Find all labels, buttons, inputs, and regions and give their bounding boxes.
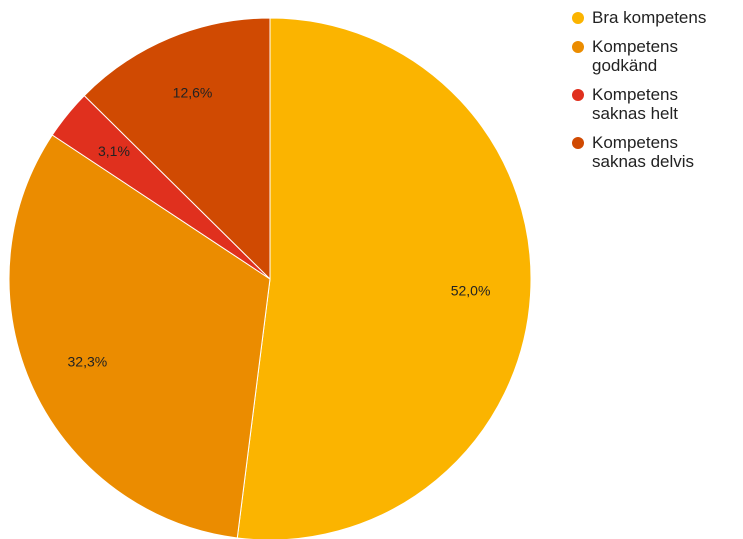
legend-label: Kompetens saknas delvis bbox=[592, 133, 695, 171]
legend-item: Bra kompetens bbox=[572, 8, 712, 27]
legend-swatch bbox=[572, 12, 584, 24]
legend-swatch bbox=[572, 89, 584, 101]
slice-label: 12,6% bbox=[173, 84, 213, 100]
legend-swatch bbox=[572, 137, 584, 149]
legend-item: Kompetens saknas helt bbox=[572, 85, 712, 123]
pie-slice bbox=[236, 17, 532, 539]
pie-slice bbox=[8, 134, 271, 539]
slice-label: 32,3% bbox=[68, 354, 108, 370]
legend-label: Bra kompetens bbox=[592, 8, 707, 27]
slice-label: 52,0% bbox=[451, 282, 491, 298]
legend-item: Kompetens godkänd bbox=[572, 37, 712, 75]
pie-area: 52,0% 32,3% 3,1% 12,6% bbox=[8, 17, 532, 539]
legend-label: Kompetens godkänd bbox=[592, 37, 678, 75]
pie-slice bbox=[83, 17, 271, 281]
legend-swatch bbox=[572, 41, 584, 53]
legend-item: Kompetens saknas delvis bbox=[572, 133, 712, 171]
legend: Bra kompetens Kompetens godkänd Kompetens … bbox=[572, 8, 712, 181]
slice-label: 3,1% bbox=[98, 143, 130, 159]
legend-label: Kompetens saknas helt bbox=[592, 85, 678, 123]
